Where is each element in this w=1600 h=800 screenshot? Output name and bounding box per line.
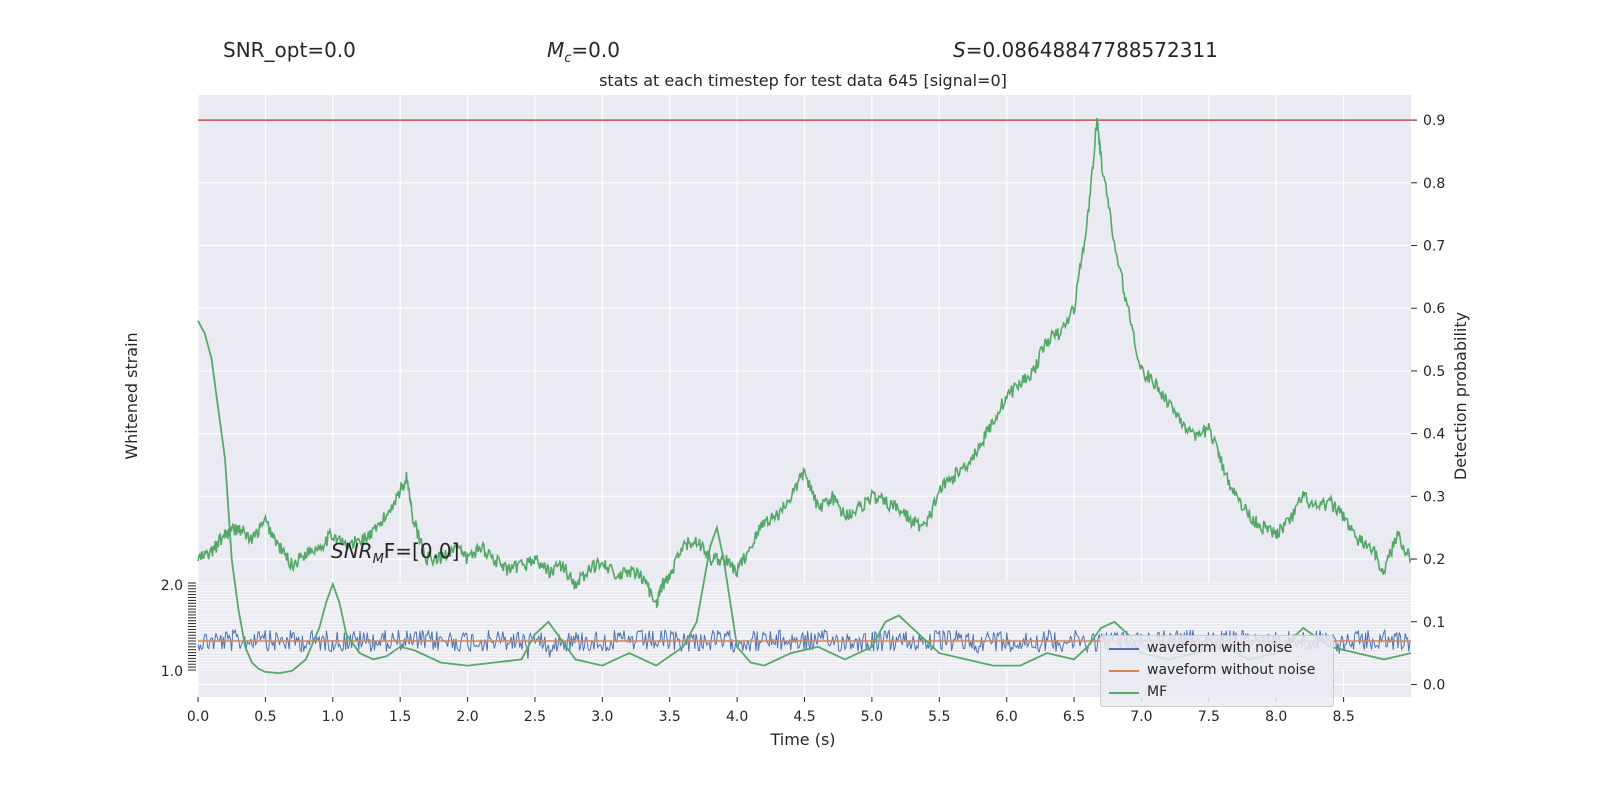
x-tick-label: 8.5 bbox=[1332, 709, 1354, 725]
statistic-value: =0.08648847788572311 bbox=[965, 38, 1218, 62]
x-tick-label: 5.5 bbox=[928, 709, 950, 725]
inset-snr-label: SNRMF=[0.0] bbox=[331, 539, 459, 567]
x-tick-label: 2.0 bbox=[456, 709, 478, 725]
x-tick-label: 7.0 bbox=[1130, 709, 1152, 725]
right-tick-label: 0.8 bbox=[1423, 176, 1445, 192]
x-tick-label: 0.5 bbox=[254, 709, 276, 725]
statistic-label: S=0.08648847788572311 bbox=[953, 38, 1218, 62]
right-tick-label: 0.6 bbox=[1423, 301, 1445, 317]
x-tick-label: 7.5 bbox=[1198, 709, 1220, 725]
x-axis-label: Time (s) bbox=[769, 730, 835, 749]
x-tick-label: 4.5 bbox=[793, 709, 815, 725]
mf-line bbox=[197, 320, 1412, 675]
statistic-symbol: S bbox=[953, 38, 966, 62]
inset-bottom-tick-label: 1.0 bbox=[161, 664, 183, 680]
x-tick-label: 3.5 bbox=[659, 709, 681, 725]
legend-item-waveform-with-noise: waveform with noise bbox=[1101, 639, 1333, 659]
right-tick-label: 0.3 bbox=[1423, 489, 1445, 505]
right-tick-label: 0.0 bbox=[1423, 677, 1445, 693]
legend-item-mf: MF bbox=[1101, 683, 1333, 703]
x-tick-labels: 0.0 0.5 1.0 1.5 2.0 2.5 3.0 3.5 4.0 4.5 5.0 5.5 6.0 6… bbox=[187, 697, 1355, 725]
inset-top-tick-label: 2.0 bbox=[161, 578, 183, 594]
chirp-mass-symbol: M bbox=[547, 38, 565, 62]
x-tick-label: 0.0 bbox=[187, 709, 209, 725]
legend-swatch bbox=[1109, 670, 1139, 672]
x-tick-label: 6.5 bbox=[1063, 709, 1085, 725]
chirp-mass-value: =0.0 bbox=[571, 38, 620, 62]
inset-tick-marks bbox=[188, 582, 196, 671]
x-tick-label: 3.0 bbox=[591, 709, 613, 725]
right-tick-labels: 0.0 0.1 0.2 0.3 0.4 0.5 0.6 0.7 0.8 0.9 bbox=[1411, 113, 1445, 693]
right-tick-label: 0.1 bbox=[1423, 615, 1445, 631]
chirp-mass-label: Mc=0.0 bbox=[547, 38, 620, 66]
right-tick-label: 0.2 bbox=[1423, 552, 1445, 568]
right-tick-label: 0.5 bbox=[1423, 364, 1445, 380]
legend-label: waveform without noise bbox=[1147, 662, 1316, 678]
x-tick-label: 6.0 bbox=[996, 709, 1018, 725]
legend-label: waveform with noise bbox=[1147, 640, 1293, 656]
chirp-mass-subscript: c bbox=[564, 51, 572, 66]
x-tick-label: 8.0 bbox=[1265, 709, 1287, 725]
x-tick-label: 5.0 bbox=[861, 709, 883, 725]
right-tick-label: 0.9 bbox=[1423, 113, 1445, 129]
right-axis-label: Detection probability bbox=[1451, 312, 1470, 480]
legend-label: MF bbox=[1147, 684, 1168, 700]
legend-swatch bbox=[1109, 692, 1139, 694]
x-tick-label: 1.0 bbox=[322, 709, 344, 725]
chart-title: stats at each timestep for test data 645… bbox=[599, 71, 1007, 90]
x-tick-label: 4.0 bbox=[726, 709, 748, 725]
right-tick-label: 0.7 bbox=[1423, 239, 1445, 255]
left-axis-label: Whitened strain bbox=[122, 332, 141, 459]
legend: waveform with noise waveform without noi… bbox=[1100, 635, 1334, 707]
snr-opt-label: SNR_opt=0.0 bbox=[223, 38, 356, 62]
x-tick-label: 2.5 bbox=[524, 709, 546, 725]
detection-probability-line bbox=[197, 117, 1412, 609]
legend-swatch bbox=[1109, 648, 1139, 650]
legend-item-waveform-without-noise: waveform without noise bbox=[1101, 661, 1333, 681]
right-tick-label: 0.4 bbox=[1423, 427, 1445, 443]
x-tick-label: 1.5 bbox=[389, 709, 411, 725]
